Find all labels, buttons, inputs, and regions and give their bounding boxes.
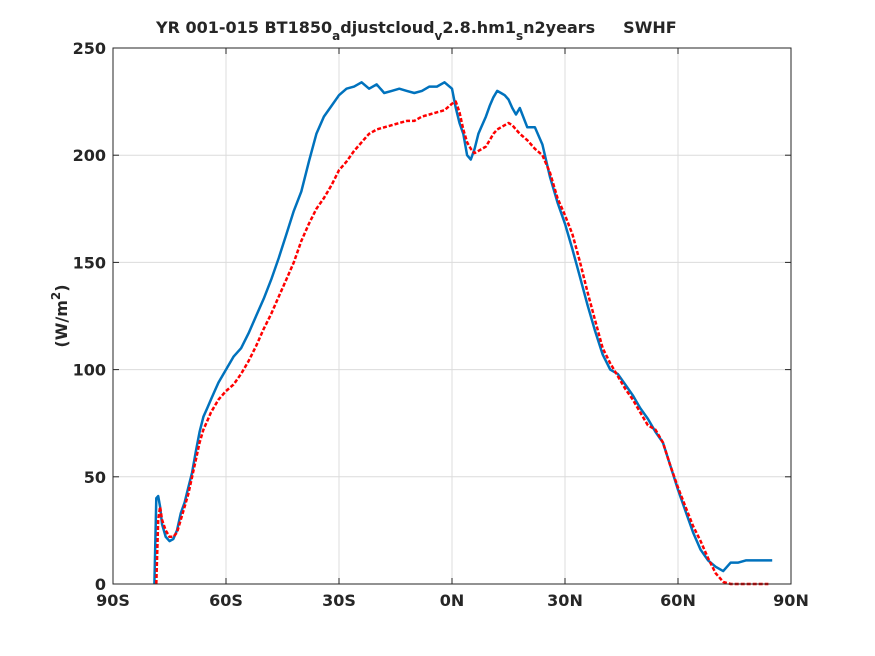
y-tick-label: 250 bbox=[73, 39, 106, 58]
x-tick-label: 30S bbox=[322, 591, 356, 610]
title-segment: v bbox=[435, 29, 443, 43]
series-line-2 bbox=[155, 100, 769, 586]
y-tick-label: 0 bbox=[95, 575, 106, 594]
x-tick-label: 0N bbox=[440, 591, 465, 610]
tick-marks bbox=[112, 47, 792, 585]
title-segment: 2.8.hm1 bbox=[442, 18, 516, 37]
title-segment: n2years bbox=[523, 18, 595, 37]
x-tick-label: 90S bbox=[96, 591, 130, 610]
tick-labels: 90S 60S 30S 0N 30N 60N 90N 0 50 100 150 200 250 bbox=[73, 39, 809, 610]
y-label-end: ) bbox=[52, 284, 71, 291]
title-segment: djustcloud bbox=[340, 18, 434, 37]
y-axis-label: (W/m2) bbox=[49, 284, 71, 347]
y-label-sup: 2 bbox=[49, 292, 63, 300]
y-tick-label: 50 bbox=[84, 468, 106, 487]
x-tick-label: 30N bbox=[547, 591, 583, 610]
series-lines bbox=[153, 81, 773, 586]
y-tick-label: 150 bbox=[73, 253, 106, 272]
series-line-1 bbox=[153, 81, 773, 585]
title-field-name: SWHF bbox=[623, 18, 677, 37]
title-segment: a bbox=[332, 29, 340, 43]
y-tick-label: 100 bbox=[73, 361, 106, 380]
x-tick-label: 60N bbox=[660, 591, 696, 610]
y-label-main: (W/m bbox=[52, 300, 71, 347]
x-tick-label: 90N bbox=[773, 591, 809, 610]
x-tick-label: 60S bbox=[209, 591, 243, 610]
chart-title: YR 001-015 BT1850adjustcloudv2.8.hm1sn2y… bbox=[155, 18, 677, 43]
title-segment: YR 001-015 BT1850 bbox=[155, 18, 332, 37]
title-segment: s bbox=[516, 29, 523, 43]
y-tick-label: 200 bbox=[73, 146, 106, 165]
